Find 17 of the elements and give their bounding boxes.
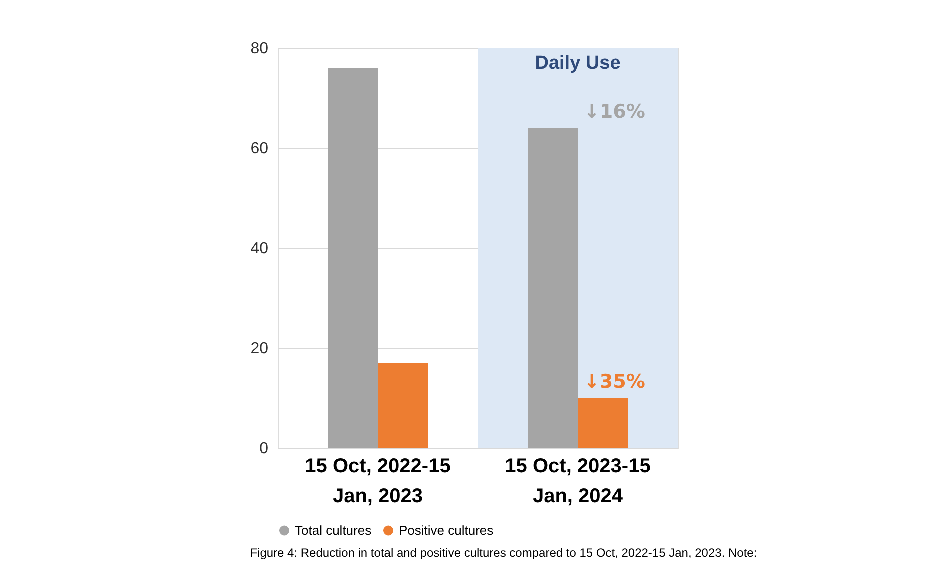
x-tick-label: 15 Oct, 2022-15 Jan, 2023: [305, 456, 451, 508]
caption: Figure 4: Reduction in total and positive cultures compared to 15 Oct, 2022-15 Jan, 2023. Note:: [250, 546, 758, 560]
band-label: Daily Use: [535, 53, 621, 74]
bar: [378, 363, 428, 448]
y-tick-label: 40: [250, 240, 269, 258]
y-tick-label: 20: [250, 340, 269, 358]
bar: [328, 68, 378, 448]
x-tick-label: 15 Oct, 2023-15 Jan, 2024: [505, 456, 651, 508]
legend-label: Positive cultures: [399, 522, 494, 538]
bar: [528, 128, 578, 448]
y-tick-label: 80: [250, 40, 269, 58]
bar: [578, 398, 628, 448]
annotation: ↓35%: [584, 371, 646, 393]
y-tick-label: 0: [260, 440, 269, 458]
annotation: ↓16%: [584, 101, 646, 123]
legend-label: Total cultures: [295, 522, 372, 538]
y-tick-label: 60: [250, 140, 269, 158]
